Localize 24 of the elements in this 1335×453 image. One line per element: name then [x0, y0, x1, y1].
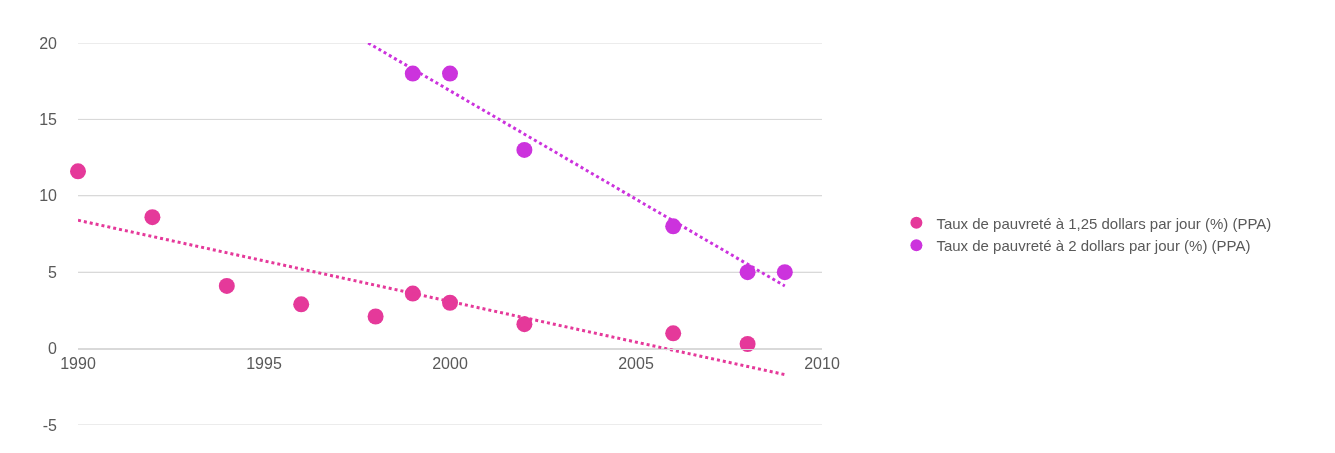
- y-tick-label: 20: [39, 34, 58, 52]
- x-tick-label: 2005: [618, 354, 654, 372]
- x-tick-label: 1990: [60, 354, 96, 372]
- point: [218, 277, 235, 294]
- point: [776, 264, 793, 281]
- y-tick-label: -5: [42, 416, 58, 434]
- x-tick-label: 2000: [432, 354, 468, 372]
- y-tick-label: 0: [48, 340, 58, 358]
- y-tick-label: 5: [48, 263, 58, 281]
- point: [367, 308, 384, 325]
- y-tick-label: 10: [39, 187, 58, 205]
- point: [442, 65, 458, 82]
- point: [516, 141, 533, 158]
- y-tick-label: 15: [39, 111, 58, 128]
- point: [516, 316, 533, 333]
- point: [293, 296, 310, 313]
- point: [665, 325, 682, 342]
- point: [739, 264, 756, 281]
- point: [144, 209, 161, 226]
- legend-label: Taux de pauvreté à 2 dollars par jour (%) (PPA): [936, 237, 1251, 255]
- point: [70, 163, 86, 180]
- legend-label: Taux de pauvreté à 1,25 dollars par jour (%) (PPA): [936, 214, 1272, 232]
- x-tick-label: 2010: [804, 354, 840, 372]
- x-tick-label: 1995: [246, 354, 282, 372]
